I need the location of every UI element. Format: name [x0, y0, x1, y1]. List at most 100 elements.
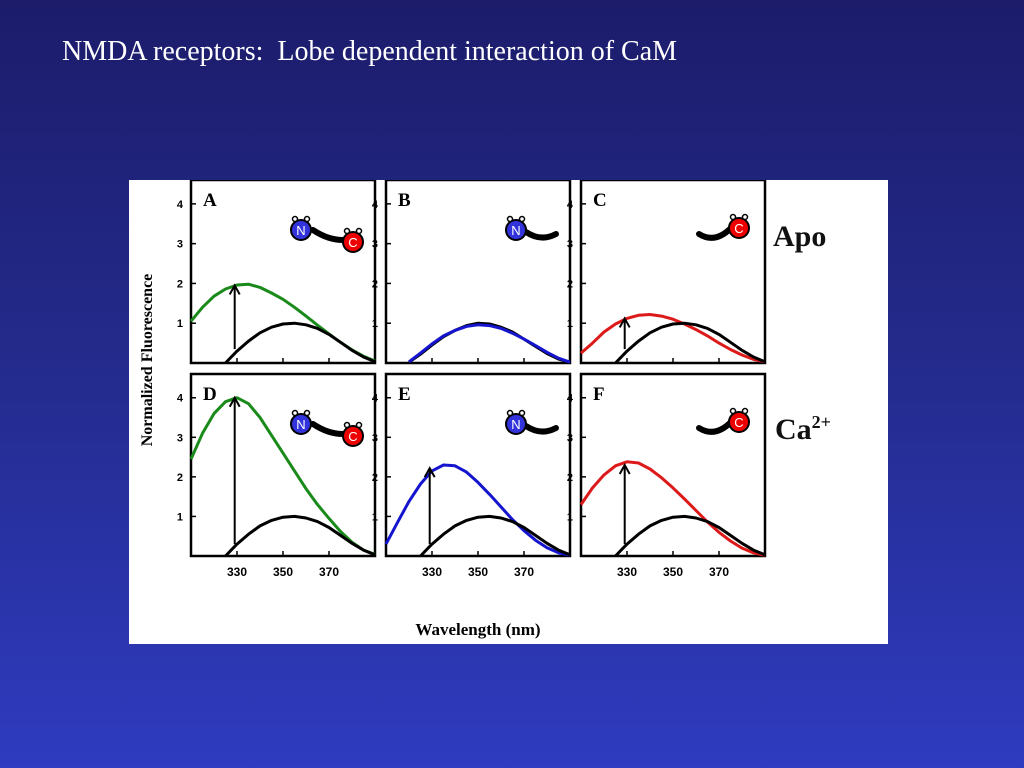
series-black-line [224, 321, 376, 365]
increase-arrow-head [228, 283, 241, 295]
y-tick-label: 4 [567, 199, 574, 211]
linker-tail [523, 423, 559, 435]
panel-b: 1234330350370BN [372, 180, 572, 386]
lobe-bump-icon [303, 409, 311, 417]
y-tick-label: 3 [567, 432, 573, 444]
panel-frame [189, 180, 377, 365]
increase-arrow-head [423, 466, 436, 478]
lobe-bump-icon [506, 409, 514, 417]
y-tick-label: 3 [372, 239, 378, 251]
panel-letter: F [593, 384, 605, 405]
panel-e: 1 2 3 4 330 350 370 E N [372, 372, 572, 579]
panel-c: 1234330350370CC [567, 180, 767, 386]
x-tick-label: 330 [617, 565, 637, 579]
row-label-apo-text: Apo [773, 220, 827, 253]
panel-letter: A [203, 190, 217, 211]
lobe-bump-icon [518, 409, 526, 417]
series-black-line [614, 321, 766, 365]
lobe-bump-icon [291, 215, 299, 223]
y-tick-label: 4 [372, 393, 379, 405]
lobe-bump-icon [741, 407, 749, 415]
lobe-letter: C [348, 429, 357, 444]
panel-letter: C [593, 190, 607, 211]
linker-tail [523, 229, 559, 241]
lobe-letter: C [348, 235, 357, 250]
series-red-line [580, 313, 766, 364]
lobe-bump-icon [355, 227, 363, 235]
row-label-ca-superscript: 2+ [811, 412, 831, 432]
increase-arrow-head [618, 462, 631, 475]
x-tick-label: 370 [319, 565, 339, 579]
lobe-n-circle [290, 219, 312, 241]
cam-icon: C [696, 407, 750, 435]
series-green-line [189, 396, 376, 556]
lobe-letter: C [734, 415, 743, 430]
cam-icon: N [505, 409, 559, 435]
series-black-line [614, 514, 766, 558]
x-axis-title: Wavelength (nm) [415, 620, 540, 639]
increase-arrow-head [618, 316, 631, 328]
panel-letter: D [203, 384, 217, 405]
panel-frame [579, 180, 767, 365]
x-tick-label: 370 [709, 565, 729, 579]
y-tick-label: 4 [177, 199, 184, 211]
y-tick-label: 2 [372, 472, 378, 484]
y-tick-label: 1 [177, 318, 183, 330]
panel-frame [384, 372, 572, 558]
y-tick-label: 2 [567, 472, 573, 484]
lobe-letter: C [734, 221, 743, 236]
y-tick-label: 2 [177, 472, 183, 484]
cam-icon: NC [290, 215, 364, 253]
lobe-bump-icon [741, 213, 749, 221]
lobe-c-circle [728, 411, 750, 433]
lobe-letter: N [511, 223, 520, 238]
cam-icon: C [696, 213, 750, 241]
x-tick-label: 330 [227, 565, 247, 579]
panel-f: 1 2 3 4 330 350 370 F C [567, 372, 767, 579]
increase-arrow-head [228, 395, 241, 408]
cam-icon: N [505, 215, 559, 241]
panel-frame [384, 180, 572, 365]
series-black-line [419, 514, 571, 558]
panel-letter: B [398, 190, 411, 211]
lobe-bump-icon [729, 213, 737, 221]
linker-tail [310, 227, 346, 243]
lobe-bump-icon [506, 215, 514, 223]
lobe-bump-icon [518, 215, 526, 223]
panel-frame [189, 372, 377, 558]
cam-icon: NC [290, 409, 364, 447]
y-tick-label: 1 [372, 318, 378, 330]
lobe-bump-icon [729, 407, 737, 415]
series-black-line [224, 514, 376, 558]
y-tick-label: 1 [567, 318, 573, 330]
lobe-letter: N [511, 417, 520, 432]
lobe-n-circle [505, 219, 527, 241]
lobe-letter: N [296, 223, 305, 238]
y-tick-label: 2 [567, 278, 573, 290]
lobe-bump-icon [291, 409, 299, 417]
series-blue-line [408, 323, 571, 364]
y-tick-label: 3 [567, 239, 573, 251]
spectra-figure: 1234330350370ANC1234330350370BN123433035… [139, 180, 767, 639]
series-red-line [579, 460, 766, 557]
row-label-ca-text: Ca [775, 413, 812, 446]
panel-frame [579, 372, 767, 558]
y-axis-title: Normalized Fluorescence [139, 274, 156, 447]
lobe-n-circle [290, 413, 312, 435]
x-tick-label: 350 [468, 565, 488, 579]
x-tick-label: 350 [663, 565, 683, 579]
x-tick-label: 330 [422, 565, 442, 579]
row-label-ca: Ca2+ [775, 412, 831, 447]
row-label-apo: Apo [773, 220, 826, 254]
lobe-bump-icon [343, 227, 351, 235]
y-tick-label: 4 [372, 199, 379, 211]
y-tick-label: 4 [177, 393, 184, 405]
series-blue-line [384, 463, 571, 557]
lobe-bump-icon [355, 421, 363, 429]
lobe-c-circle [342, 231, 364, 253]
y-tick-label: 2 [177, 278, 183, 290]
linker-tail [310, 421, 346, 437]
slide-title: NMDA receptors: Lobe dependent interacti… [62, 36, 678, 67]
lobe-c-circle [728, 217, 750, 239]
